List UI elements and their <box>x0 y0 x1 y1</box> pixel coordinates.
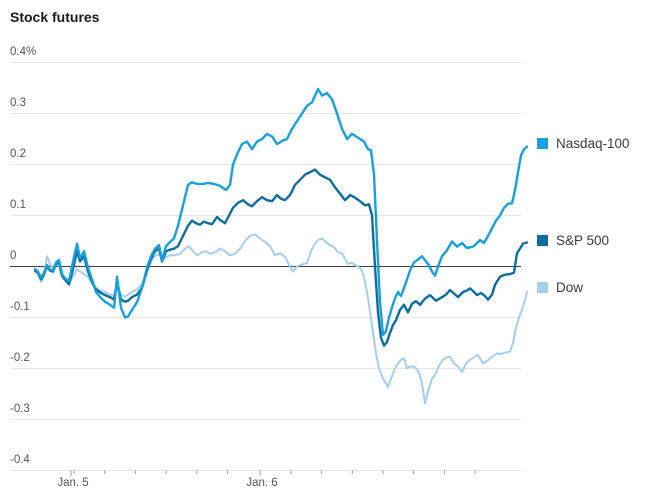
series-line-nasdaq-100 <box>33 87 529 336</box>
y-axis-label: 0.3 <box>10 96 26 109</box>
series-line-dow <box>34 233 528 405</box>
chart-title: Stock futures <box>10 9 100 25</box>
y-axis-label: 0.2 <box>10 147 26 160</box>
y-axis-label: -0.3 <box>10 402 30 415</box>
legend-label-sp-500: S&P 500 <box>556 233 610 248</box>
sp-500-swatch-icon <box>537 235 548 246</box>
legend-label-dow: Dow <box>556 280 584 295</box>
x-axis-label: Jan. 5 <box>57 477 89 489</box>
y-axis-label: 0 <box>10 249 17 262</box>
y-axis-label: 0.4% <box>10 45 37 58</box>
legend-item-dow: Dow <box>537 280 583 295</box>
legend-item-nasdaq-100: Nasdaq-100 <box>537 136 630 151</box>
y-axis-label: -0.4 <box>10 453 30 466</box>
nasdaq-100-swatch-icon <box>537 138 548 149</box>
y-axis-label: -0.1 <box>10 300 30 313</box>
series-line-s-p-500 <box>33 168 529 347</box>
dow-swatch-icon <box>537 282 548 293</box>
y-axis-label: -0.2 <box>10 351 30 364</box>
x-axis-label: Jan. 6 <box>246 477 278 489</box>
y-axis-label: 0.1 <box>10 198 26 211</box>
legend-label-nasdaq-100: Nasdaq-100 <box>556 136 630 151</box>
legend-item-sp-500: S&P 500 <box>537 233 609 248</box>
